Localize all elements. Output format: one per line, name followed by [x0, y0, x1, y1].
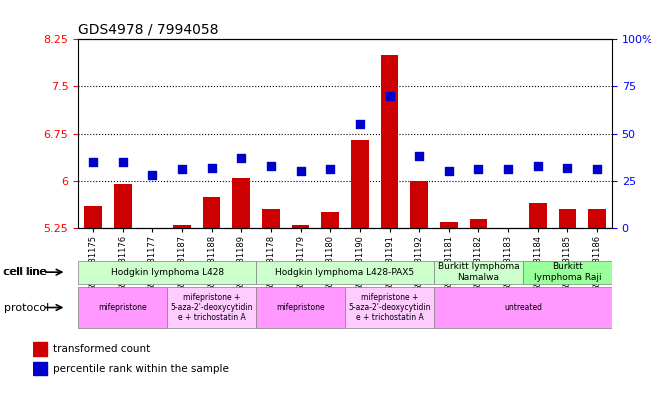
Bar [232, 178, 250, 228]
Point [88, 159, 98, 165]
Bar [559, 209, 576, 228]
Point [117, 159, 128, 165]
Text: mifepristone +
5-aza-2'-deoxycytidin
e + trichostatin A: mifepristone + 5-aza-2'-deoxycytidin e +… [171, 293, 253, 322]
Point [473, 166, 484, 173]
FancyBboxPatch shape [167, 287, 256, 328]
FancyBboxPatch shape [523, 261, 612, 284]
FancyBboxPatch shape [434, 261, 523, 284]
FancyBboxPatch shape [256, 287, 345, 328]
Bar [173, 225, 191, 228]
Text: mifepristone: mifepristone [276, 303, 325, 312]
Point [266, 163, 276, 169]
Bar [351, 140, 368, 228]
Bar [33, 342, 48, 356]
Point [533, 163, 543, 169]
Bar [440, 222, 458, 228]
Text: cell line: cell line [3, 267, 46, 277]
Text: Hodgkin lymphoma L428: Hodgkin lymphoma L428 [111, 268, 224, 277]
Point [325, 166, 335, 173]
Point [562, 164, 573, 171]
Text: transformed count: transformed count [53, 344, 150, 354]
Bar [469, 219, 488, 228]
Bar [33, 362, 48, 375]
Bar [262, 209, 280, 228]
FancyBboxPatch shape [345, 287, 434, 328]
Point [503, 166, 514, 173]
Point [206, 164, 217, 171]
Point [176, 166, 187, 173]
Bar [381, 55, 398, 228]
Bar [322, 212, 339, 228]
Bar [529, 203, 547, 228]
Text: Burkitt lymphoma
Namalwa: Burkitt lymphoma Namalwa [437, 263, 519, 282]
Text: untreated: untreated [504, 303, 542, 312]
Point [443, 168, 454, 174]
Bar [84, 206, 102, 228]
FancyBboxPatch shape [256, 261, 434, 284]
Text: mifepristone: mifepristone [98, 303, 147, 312]
Point [414, 153, 424, 160]
Point [592, 166, 602, 173]
Bar [410, 181, 428, 228]
FancyBboxPatch shape [78, 287, 167, 328]
Bar [114, 184, 132, 228]
Text: cell line: cell line [4, 267, 47, 277]
FancyBboxPatch shape [434, 287, 612, 328]
Bar [292, 225, 309, 228]
Point [147, 172, 158, 178]
Text: mifepristone +
5-aza-2'-deoxycytidin
e + trichostatin A: mifepristone + 5-aza-2'-deoxycytidin e +… [348, 293, 431, 322]
Text: protocol: protocol [4, 303, 49, 312]
FancyBboxPatch shape [78, 261, 256, 284]
Bar [202, 196, 221, 228]
Point [384, 93, 395, 99]
Point [355, 121, 365, 127]
Bar [589, 209, 606, 228]
Text: percentile rank within the sample: percentile rank within the sample [53, 364, 229, 374]
Point [236, 155, 247, 161]
Bar [499, 228, 517, 231]
Text: GDS4978 / 7994058: GDS4978 / 7994058 [78, 23, 219, 37]
Text: Burkitt
lymphoma Raji: Burkitt lymphoma Raji [534, 263, 602, 282]
Text: Hodgkin lymphoma L428-PAX5: Hodgkin lymphoma L428-PAX5 [275, 268, 415, 277]
Point [296, 168, 306, 174]
